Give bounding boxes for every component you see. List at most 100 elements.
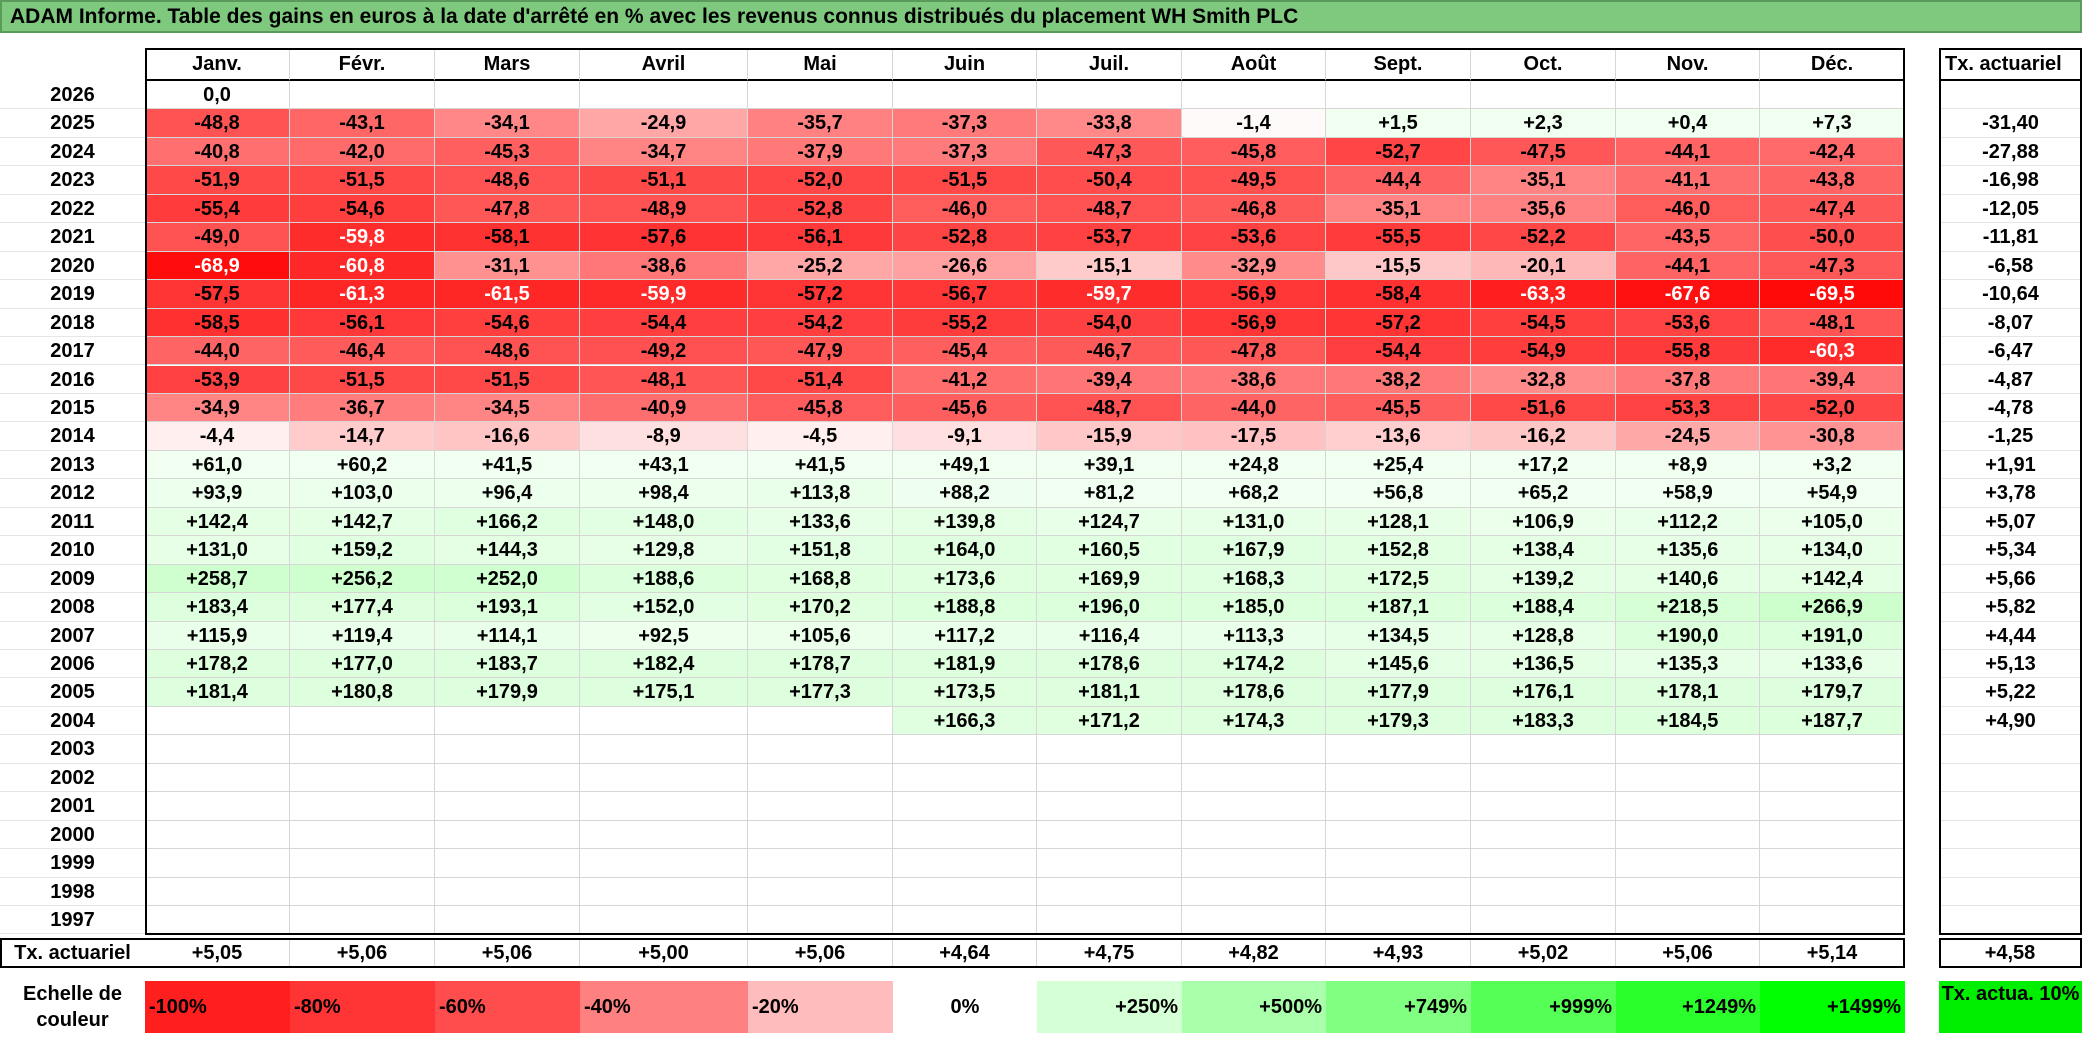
table-cell: -47,3 xyxy=(1037,137,1182,167)
table-cell: +68,2 xyxy=(1182,479,1326,508)
actuarial-value xyxy=(1939,735,2082,764)
table-cell xyxy=(1182,820,1326,850)
table-cell: -51,5 xyxy=(290,365,435,394)
table-cell: -40,8 xyxy=(145,137,290,167)
year-label: 2026 xyxy=(0,81,145,110)
table-cell: -58,1 xyxy=(435,223,580,252)
table-cell: +115,9 xyxy=(145,621,290,650)
table-cell xyxy=(748,763,893,793)
table-cell: -42,4 xyxy=(1760,137,1905,167)
table-cell xyxy=(1616,849,1760,878)
table-cell: -36,7 xyxy=(290,393,435,423)
table-cell: +144,3 xyxy=(435,536,580,565)
table-cell xyxy=(893,735,1037,764)
table-cell: +173,6 xyxy=(893,564,1037,594)
table-cell xyxy=(1182,81,1326,110)
table-cell xyxy=(145,906,290,935)
table-cell: -68,9 xyxy=(145,251,290,281)
table-cell: -15,9 xyxy=(1037,422,1182,451)
table-cell xyxy=(1760,849,1905,878)
table-cell: +171,2 xyxy=(1037,706,1182,736)
table-cell: +54,9 xyxy=(1760,479,1905,508)
table-cell xyxy=(893,81,1037,110)
table-cell xyxy=(145,877,290,907)
table-cell xyxy=(1326,792,1471,821)
table-cell: -34,5 xyxy=(435,393,580,423)
table-cell: -25,2 xyxy=(748,251,893,281)
table-cell: +178,1 xyxy=(1616,678,1760,707)
table-cell: +164,0 xyxy=(893,536,1037,565)
table-cell xyxy=(580,735,748,764)
table-cell: +148,0 xyxy=(580,507,748,537)
actuarial-value: -31,40 xyxy=(1939,109,2082,138)
table-cell: -55,4 xyxy=(145,194,290,224)
year-label: 2004 xyxy=(0,707,145,736)
month-header: Avril xyxy=(580,48,748,81)
table-cell: -44,0 xyxy=(145,337,290,366)
table-cell: +25,4 xyxy=(1326,450,1471,480)
table-cell: -47,5 xyxy=(1471,137,1616,167)
table-cell xyxy=(1326,906,1471,935)
table-cell xyxy=(1326,81,1471,110)
table-cell xyxy=(580,792,748,821)
table-cell: +188,6 xyxy=(580,564,748,594)
table-cell xyxy=(893,820,1037,850)
table-cell xyxy=(290,877,435,907)
table-cell: -33,8 xyxy=(1037,109,1182,138)
table-cell: +128,1 xyxy=(1326,507,1471,537)
table-cell: +58,9 xyxy=(1616,479,1760,508)
year-label: 2021 xyxy=(0,223,145,252)
year-label: 2011 xyxy=(0,508,145,537)
table-cell: -40,9 xyxy=(580,393,748,423)
table-cell xyxy=(1471,820,1616,850)
table-cell: +88,2 xyxy=(893,479,1037,508)
table-cell xyxy=(1037,820,1182,850)
actuarial-value: +5,13 xyxy=(1939,650,2082,679)
actuarial-header: Tx. actuariel xyxy=(1939,48,2082,81)
year-label: 2014 xyxy=(0,422,145,451)
table-cell xyxy=(580,849,748,878)
table-cell: -49,2 xyxy=(580,337,748,366)
table-cell: +166,3 xyxy=(893,706,1037,736)
scale-actuarial: Tx. actua. 10% xyxy=(1939,981,2082,1033)
table-cell: +142,4 xyxy=(1760,564,1905,594)
table-cell: +116,4 xyxy=(1037,621,1182,650)
table-cell: +187,7 xyxy=(1760,706,1905,736)
table-cell: -50,0 xyxy=(1760,223,1905,252)
table-cell: +183,7 xyxy=(435,650,580,679)
table-cell xyxy=(1760,763,1905,793)
table-cell xyxy=(435,735,580,764)
table-cell: +190,0 xyxy=(1616,621,1760,650)
table-cell: +167,9 xyxy=(1182,536,1326,565)
table-cell xyxy=(145,792,290,821)
table-cell: +193,1 xyxy=(435,593,580,622)
table-cell: -48,1 xyxy=(580,365,748,394)
table-cell xyxy=(1326,849,1471,878)
table-cell: -56,7 xyxy=(893,280,1037,309)
table-cell: +65,2 xyxy=(1471,479,1616,508)
table-cell: +178,7 xyxy=(748,650,893,679)
table-cell: -61,5 xyxy=(435,280,580,309)
table-cell: -67,6 xyxy=(1616,280,1760,309)
table-cell: +252,0 xyxy=(435,564,580,594)
scale-swatch: +250% xyxy=(1037,981,1182,1033)
month-header: Mars xyxy=(435,48,580,81)
table-cell: +177,3 xyxy=(748,678,893,707)
year-label: 2023 xyxy=(0,166,145,195)
table-cell xyxy=(1760,81,1905,110)
table-cell: +1,5 xyxy=(1326,109,1471,138)
table-cell: +135,6 xyxy=(1616,536,1760,565)
table-cell xyxy=(893,792,1037,821)
table-cell: -45,8 xyxy=(1182,137,1326,167)
table-cell: +258,7 xyxy=(145,564,290,594)
table-cell: +152,0 xyxy=(580,593,748,622)
month-header: Sept. xyxy=(1326,48,1471,81)
actuarial-value xyxy=(1939,878,2082,907)
actuarial-value: -8,07 xyxy=(1939,309,2082,338)
table-cell: +139,2 xyxy=(1471,564,1616,594)
table-cell: -46,8 xyxy=(1182,194,1326,224)
table-cell: +49,1 xyxy=(893,450,1037,480)
table-cell: +188,4 xyxy=(1471,593,1616,622)
table-cell: +185,0 xyxy=(1182,593,1326,622)
table-cell xyxy=(290,706,435,736)
